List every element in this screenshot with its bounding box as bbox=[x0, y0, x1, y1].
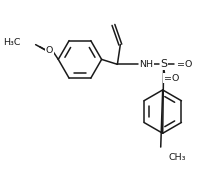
Text: =O: =O bbox=[177, 60, 193, 69]
Text: H₃C: H₃C bbox=[3, 38, 21, 47]
Text: CH₃: CH₃ bbox=[169, 153, 186, 162]
Text: S: S bbox=[160, 59, 167, 69]
Text: O: O bbox=[46, 46, 53, 55]
Text: =O: =O bbox=[164, 74, 179, 83]
Text: NH: NH bbox=[139, 60, 153, 69]
